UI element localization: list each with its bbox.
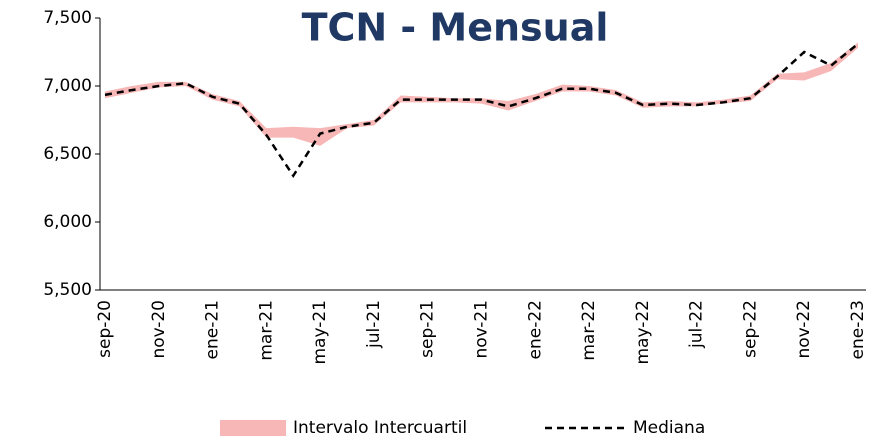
x-tick-label: sep-22 xyxy=(740,300,760,358)
y-tick-label: 6,500 xyxy=(43,144,92,164)
x-tick-label: nov-20 xyxy=(149,300,169,359)
median-line xyxy=(104,42,859,179)
x-tick-label: ene-22 xyxy=(525,300,545,359)
x-tick-label: ene-23 xyxy=(848,300,868,359)
x-tick-label: mar-21 xyxy=(256,300,276,361)
x-tick-label: sep-20 xyxy=(95,300,115,358)
y-tick-label: 7,000 xyxy=(43,76,92,96)
x-tick-label: may-22 xyxy=(633,300,653,365)
x-tick-label: ene-21 xyxy=(203,300,223,359)
x-tick-label: may-21 xyxy=(310,300,330,365)
iqr-band xyxy=(105,42,858,146)
legend-label: Mediana xyxy=(633,418,705,438)
y-tick-label: 6,000 xyxy=(43,212,92,232)
x-tick-label: jul-22 xyxy=(687,300,707,349)
x-tick-label: nov-22 xyxy=(794,300,814,359)
x-tick-label: mar-22 xyxy=(579,300,599,361)
y-tick-label: 5,500 xyxy=(43,280,92,300)
chart-title: TCN - Mensual xyxy=(302,6,609,50)
x-tick-label: sep-21 xyxy=(418,300,438,358)
legend-label: Intervalo Intercuartil xyxy=(293,418,467,438)
legend-swatch xyxy=(220,420,286,436)
y-tick-label: 7,500 xyxy=(43,8,92,28)
x-tick-label: nov-21 xyxy=(472,300,492,359)
x-tick-label: jul-21 xyxy=(364,300,384,349)
